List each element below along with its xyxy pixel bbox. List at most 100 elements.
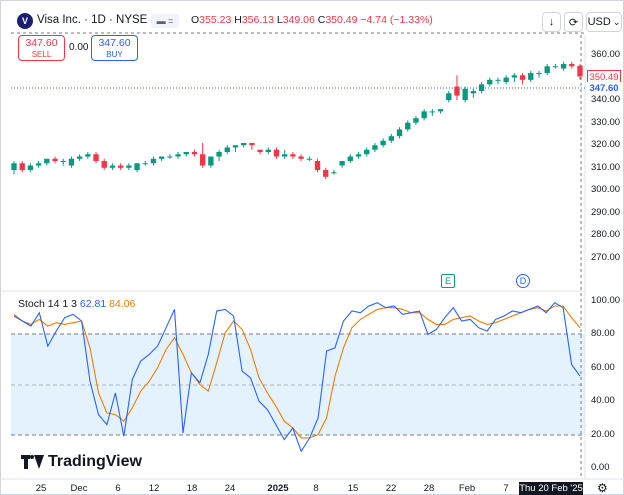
candle-body[interactable] (93, 154, 99, 162)
candle-body[interactable] (478, 84, 485, 92)
stoch-k-line[interactable] (13, 301, 581, 453)
candle-body[interactable] (355, 154, 362, 157)
candle-body[interactable] (495, 79, 501, 81)
candle-body[interactable] (298, 156, 304, 159)
candle-body[interactable] (314, 161, 321, 171)
price-tick-label: 300.00 (591, 184, 621, 196)
candle-body[interactable] (109, 165, 116, 168)
candle-body[interactable] (52, 158, 58, 162)
stoch-tick-label: 20.00 (591, 428, 615, 440)
stoch-lines (13, 301, 581, 453)
tradingview-logo[interactable]: TradingView (21, 453, 142, 471)
symbol-title[interactable]: Visa Inc. · 1D · NYSE (37, 14, 148, 26)
time-tick-label: 18 (186, 483, 198, 494)
chart-type-icon[interactable]: ▬ = (151, 14, 179, 28)
candle-body[interactable] (290, 154, 296, 157)
candle-body[interactable] (60, 161, 66, 163)
candle-body[interactable] (282, 154, 288, 157)
candle-body[interactable] (519, 75, 526, 80)
candle-body[interactable] (331, 172, 337, 174)
candle-body[interactable] (175, 154, 181, 157)
candle-body[interactable] (19, 163, 25, 171)
candle-body[interactable] (249, 142, 255, 146)
candle-body[interactable] (183, 151, 189, 155)
candle-body[interactable] (454, 86, 460, 96)
sync-icon[interactable]: ⟳ (564, 12, 583, 32)
stoch-legend[interactable]: Stoch 14 1 3 62.81 84.06 (18, 298, 135, 310)
candle-body[interactable] (232, 145, 239, 148)
candle-body[interactable] (11, 163, 17, 171)
stoch-d-value: 84.06 (109, 298, 136, 310)
sell-label: SELL (31, 50, 52, 59)
candle-body[interactable] (150, 158, 157, 164)
candle-body[interactable] (208, 156, 214, 166)
candle-body[interactable] (569, 64, 575, 67)
candle-body[interactable] (339, 161, 345, 166)
candle-body[interactable] (191, 151, 198, 155)
candle-body[interactable] (413, 118, 419, 123)
candle-body[interactable] (273, 149, 280, 157)
candle-body[interactable] (68, 158, 75, 166)
candle-body[interactable] (323, 170, 329, 177)
candle-body[interactable] (126, 165, 132, 168)
candle-body[interactable] (76, 156, 83, 159)
candle-body[interactable] (470, 91, 477, 94)
candle-body[interactable] (27, 165, 34, 171)
buy-button[interactable]: 347.60 BUY (91, 35, 138, 61)
candle-body[interactable] (224, 147, 230, 152)
candle-body[interactable] (35, 163, 42, 166)
currency-dropdown[interactable]: USD ⌄ (586, 12, 622, 32)
high-value: 356.13 (241, 14, 274, 26)
dividend-event-icon[interactable]: D (516, 274, 530, 288)
price-tick-label: 320.00 (591, 139, 621, 151)
earnings-event-icon[interactable]: E (441, 274, 455, 288)
price-tick-label: 310.00 (591, 161, 621, 173)
candle-body[interactable] (388, 136, 394, 141)
candle-body[interactable] (216, 151, 222, 157)
candle-body[interactable] (560, 64, 567, 69)
candle-body[interactable] (528, 73, 534, 80)
candle-body[interactable] (257, 149, 263, 152)
price-tick-label: 340.00 (591, 94, 621, 106)
candle-body[interactable] (503, 77, 509, 83)
candle-body[interactable] (158, 156, 165, 159)
candle-body[interactable] (85, 154, 91, 157)
candle-body[interactable] (200, 154, 206, 166)
candle-body[interactable] (241, 142, 247, 146)
candle-body[interactable] (306, 158, 312, 160)
price-tick-label: 270.00 (591, 252, 621, 263)
candle-body[interactable] (117, 165, 124, 168)
candle-body[interactable] (429, 111, 436, 113)
candle-body[interactable] (372, 145, 378, 150)
candle-body[interactable] (421, 111, 427, 119)
candle-body[interactable] (437, 109, 444, 112)
candle-body[interactable] (577, 65, 583, 77)
candle-body[interactable] (462, 88, 468, 101)
candle-body[interactable] (364, 149, 370, 155)
candle-body[interactable] (544, 66, 550, 74)
settings-gear-icon[interactable]: ⚙ (597, 481, 608, 495)
candle-body[interactable] (552, 66, 559, 68)
candle-group (11, 61, 583, 180)
candle-body[interactable] (396, 129, 403, 137)
stoch-d-line[interactable] (13, 305, 581, 439)
candle-body[interactable] (101, 161, 107, 168)
time-tick-label: 6 (115, 483, 121, 494)
ohlc-readout: O355.23 H356.13 L349.06 C350.49 −4.74 (−… (191, 14, 433, 26)
candle-body[interactable] (167, 156, 173, 158)
candle-body[interactable] (44, 158, 50, 164)
candle-body[interactable] (134, 163, 140, 171)
candle-body[interactable] (405, 122, 411, 130)
candle-body[interactable] (265, 149, 271, 152)
candle-body[interactable] (380, 140, 386, 146)
download-arrow-icon[interactable]: ↓ (542, 12, 561, 32)
sell-button[interactable]: 347.60 SELL (18, 35, 65, 61)
candle-body[interactable] (142, 163, 148, 165)
candle-body[interactable] (511, 75, 518, 78)
time-tick-label: Feb (458, 483, 476, 494)
candle-body[interactable] (536, 73, 542, 75)
candle-body[interactable] (487, 79, 493, 85)
candle-body[interactable] (347, 156, 353, 162)
candle-body[interactable] (446, 93, 452, 101)
